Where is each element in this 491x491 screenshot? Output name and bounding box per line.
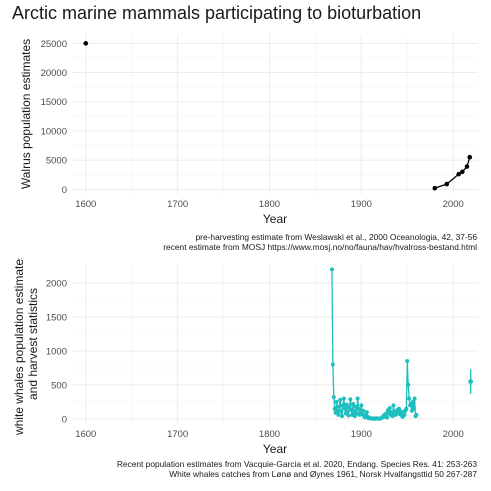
- walrus-y-tick-label: 20000: [41, 68, 67, 79]
- walrus-data-point: [432, 185, 438, 191]
- whale-catch-point: [406, 382, 411, 387]
- walrus-data-point: [83, 41, 89, 46]
- whale-y-tick-label: 1000: [46, 346, 67, 357]
- whale-x-tick-label: 1700: [167, 429, 188, 440]
- whale-catch-point: [346, 413, 351, 418]
- white-whale-caption-line-2: White whales catches from Lønø and Øynes…: [169, 469, 477, 479]
- whale-catch-point: [389, 410, 394, 415]
- walrus-y-tick-label: 0: [62, 185, 67, 196]
- whale-catch-point: [340, 403, 345, 408]
- white-whale-caption: Recent population estimates from Vacquie…: [117, 459, 477, 479]
- walrus-x-axis-title: Year: [263, 212, 287, 226]
- whale-catch-point: [339, 409, 344, 414]
- whale-catch-point: [335, 408, 340, 413]
- walrus-data-point: [444, 181, 450, 187]
- walrus-data-point: [456, 171, 462, 177]
- walrus-data-point: [467, 154, 473, 160]
- whale-y-tick-label: 500: [51, 380, 67, 391]
- walrus-y-axis-title: Walrus population estimates: [19, 39, 33, 189]
- walrus-y-tick-label: 15000: [41, 97, 67, 108]
- whale-catch-point: [391, 403, 396, 408]
- whale-catch-point: [405, 359, 410, 364]
- whale-catch-point: [384, 411, 389, 416]
- whale-y-tick-label: 0: [62, 414, 67, 425]
- walrus-y-tick-label: 25000: [41, 39, 67, 50]
- whale-catch-point: [356, 406, 361, 411]
- whale-catch-point: [337, 404, 342, 409]
- whale-catch-point: [407, 396, 412, 401]
- whale-y-axis-title: and harvest statistics: [26, 288, 40, 400]
- whale-catch-point: [329, 267, 334, 272]
- whale-y-tick-label: 1500: [46, 312, 67, 323]
- whale-catch-point: [345, 410, 350, 415]
- whale-catch-point: [364, 410, 369, 415]
- whale-estimate-point: [468, 379, 474, 385]
- whale-catch-point: [341, 396, 346, 401]
- whale-catch-point: [338, 397, 343, 402]
- whale-catch-point: [342, 406, 347, 411]
- whale-catch-point: [340, 414, 345, 419]
- walrus-y-tick-label: 5000: [46, 156, 67, 167]
- walrus-caption-line-2: recent estimate from MOSJ https://www.mo…: [163, 242, 477, 252]
- whale-catch-point: [411, 406, 416, 411]
- walrus-caption-line-1: pre-harvesting estimate from Weslawski e…: [195, 232, 477, 242]
- walrus-data-point: [464, 164, 470, 169]
- whale-catch-point: [414, 412, 419, 417]
- walrus-chart: 1600 1700 1800 1900 200005000100001500020000…: [19, 34, 478, 226]
- walrus-x-tick-label: 1800: [259, 199, 280, 210]
- whale-x-tick-label: 2000: [443, 429, 464, 440]
- whale-catch-point: [385, 415, 390, 420]
- whale-catch-point: [361, 408, 366, 413]
- whale-catch-point: [351, 401, 356, 406]
- whale-catch-point: [404, 406, 409, 411]
- whale-catch-point: [330, 362, 335, 367]
- whale-catch-point: [348, 397, 353, 402]
- whale-catch-line: [331, 269, 417, 420]
- whale-catch-point: [331, 395, 336, 400]
- whale-catch-point: [387, 406, 392, 411]
- whale-catch-point: [336, 412, 341, 417]
- white-whale-chart: 1600 1700 1800 1900 2000 0 500 1000 1500 2000 Year…: [12, 258, 478, 456]
- walrus-x-tick-label: 2000: [443, 199, 464, 210]
- whale-catch-point: [359, 403, 364, 408]
- whale-catch-point: [334, 399, 339, 404]
- walrus-x-tick-label: 1900: [351, 199, 372, 210]
- whale-x-axis-title: Year: [263, 442, 287, 456]
- whale-catch-point: [353, 404, 358, 409]
- whale-catch-point: [351, 409, 356, 414]
- whale-x-tick-label: 1900: [351, 429, 372, 440]
- whale-catch-point: [344, 402, 349, 407]
- whale-x-tick-label: 1800: [259, 429, 280, 440]
- whale-catch-point: [355, 396, 360, 401]
- whale-y-axis-title: white whales population estimates: [12, 258, 26, 436]
- whale-catch-point: [332, 406, 337, 411]
- walrus-y-tick-label: 10000: [41, 126, 67, 137]
- walrus-x-tick-label: 1600: [75, 199, 96, 210]
- walrus-caption: pre-harvesting estimate from Weslawski e…: [163, 232, 477, 252]
- whale-catch-point: [402, 412, 407, 417]
- whale-x-tick-label: 1600: [75, 429, 96, 440]
- whale-catch-point: [410, 399, 415, 404]
- walrus-data-point: [460, 169, 465, 175]
- walrus-x-tick-label: 1700: [167, 199, 188, 210]
- white-whale-caption-line-1: Recent population estimates from Vacquie…: [116, 459, 477, 469]
- page-title: Arctic marine mammals participating to b…: [12, 3, 422, 23]
- whale-y-tick-label: 2000: [46, 279, 67, 290]
- whale-catch-point: [412, 396, 417, 401]
